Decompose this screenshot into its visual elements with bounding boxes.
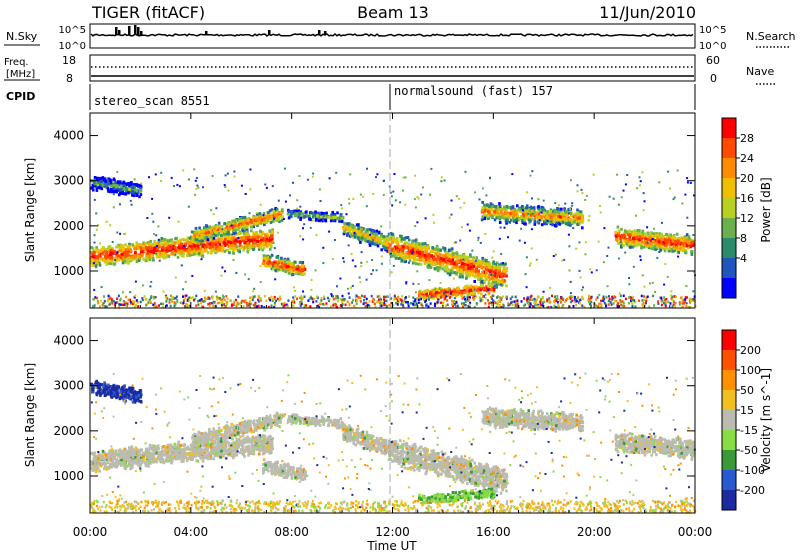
- colorbar-tick-label: -50: [740, 444, 758, 457]
- colorbar-swatch: [722, 138, 736, 159]
- nsky-spike: [318, 30, 321, 35]
- colorbar-swatch: [722, 218, 736, 239]
- power-panel-frame: [90, 113, 695, 308]
- power-colorbar: 28 24 20 16 12 8 4: [722, 118, 754, 299]
- cpid-stereo-scan: stereo_scan 8551: [94, 94, 210, 108]
- colorbar-swatch: [722, 198, 736, 219]
- colorbar-tick-label: 8: [740, 232, 747, 245]
- nsky-spike: [268, 30, 271, 35]
- nsky-trace: [91, 34, 693, 36]
- colorbar-tick-label: 15: [740, 404, 754, 417]
- x-tick-label: 00:00: [73, 525, 108, 539]
- colorbar-swatch: [722, 410, 736, 431]
- colorbar-swatch: [722, 258, 736, 279]
- colorbar-tick-label: 12: [740, 212, 754, 225]
- colorbar-swatch: [722, 178, 736, 199]
- power-colorbar-label: Power [dB]: [759, 177, 773, 242]
- colorbar-swatch: [722, 350, 736, 371]
- colorbar-swatch: [722, 430, 736, 451]
- colorbar-tick-label: -200: [740, 484, 765, 497]
- power-heatmap: [90, 168, 697, 309]
- colorbar-tick-label: 24: [740, 152, 754, 165]
- nsky-spike: [137, 27, 140, 35]
- freq-tick-bottom: 8: [66, 72, 73, 85]
- colorbar-tick-label: 100: [740, 364, 761, 377]
- nsky-spike: [115, 27, 118, 35]
- x-axis-label: Time UT: [366, 539, 417, 553]
- colorbar-tick-label: 200: [740, 344, 761, 357]
- colorbar-swatch: [722, 330, 736, 351]
- x-tick-label: 00:00: [678, 525, 713, 539]
- y-tick-label: 2000: [53, 219, 84, 233]
- colorbar-swatch: [722, 278, 736, 299]
- y-tick-label: 1000: [53, 469, 84, 483]
- x-tick-label: 12:00: [375, 525, 410, 539]
- colorbar-tick-label: 28: [740, 132, 754, 145]
- nsky-spike: [205, 31, 208, 35]
- colorbar-tick-label: -15: [740, 424, 758, 437]
- nsky-spike: [128, 26, 131, 35]
- beam-title: Beam 13: [357, 3, 429, 22]
- x-tick-label: 20:00: [577, 525, 612, 539]
- colorbar-swatch: [722, 390, 736, 411]
- colorbar-tick-label: 16: [740, 192, 754, 205]
- colorbar-swatch: [722, 490, 736, 511]
- x-tick-label: 16:00: [476, 525, 511, 539]
- colorbar-tick-label: 50: [740, 384, 754, 397]
- colorbar-swatch: [722, 370, 736, 391]
- colorbar-tick-label: 20: [740, 172, 754, 185]
- y-tick-label: 4000: [53, 129, 84, 143]
- nsky-spike: [134, 25, 137, 35]
- x-tick-label: 08:00: [274, 525, 309, 539]
- nave-label: Nave: [746, 65, 774, 78]
- power-ylabel: Slant Range [km]: [23, 158, 37, 262]
- colorbar-swatch: [722, 158, 736, 179]
- velocity-heatmap: [90, 373, 696, 514]
- nsky-spike: [118, 30, 121, 35]
- colorbar-swatch: [722, 450, 736, 471]
- nsky-tick-bottom: 10^0: [59, 41, 86, 52]
- y-tick-label: 4000: [53, 334, 84, 348]
- colorbar-swatch: [722, 470, 736, 491]
- velocity-ylabel: Slant Range [km]: [23, 363, 37, 467]
- y-tick-label: 2000: [53, 424, 84, 438]
- nsky-right-tick-bottom: 10^0: [699, 41, 726, 52]
- velocity-colorbar-label: Velocity [m s^-1]: [759, 368, 773, 472]
- colorbar-tick-label: 4: [740, 252, 747, 265]
- cpid-label: CPID: [6, 90, 35, 103]
- nave-tick-top: 60: [706, 54, 720, 67]
- radar-title: TIGER (fitACF): [91, 3, 205, 22]
- cpid-normalsound: normalsound (fast) 157: [394, 84, 553, 98]
- nsky-right-tick-top: 10^5: [699, 25, 726, 36]
- velocity-panel-frame: [90, 318, 695, 513]
- freq-label-1: Freq.: [4, 57, 29, 68]
- nsky-tick-top: 10^5: [59, 25, 86, 36]
- freq-panel: [90, 55, 695, 81]
- nave-tick-bottom: 0: [710, 72, 717, 85]
- y-tick-label: 1000: [53, 264, 84, 278]
- nsearch-label: N.Search: [746, 30, 796, 43]
- colorbar-swatch: [722, 238, 736, 259]
- nsky-label: N.Sky: [6, 30, 38, 43]
- y-tick-label: 3000: [53, 379, 84, 393]
- freq-label-2: [MHz]: [6, 69, 35, 80]
- nsky-spike: [140, 31, 143, 35]
- freq-tick-top: 18: [62, 54, 76, 67]
- colorbar-swatch: [722, 118, 736, 139]
- date-title: 11/Jun/2010: [599, 3, 696, 22]
- y-tick-label: 3000: [53, 174, 84, 188]
- radar-summary-figure: TIGER (fitACF) Beam 13 11/Jun/2010 N.Sky…: [0, 0, 800, 554]
- nsky-spike: [324, 31, 327, 35]
- x-tick-label: 04:00: [174, 525, 209, 539]
